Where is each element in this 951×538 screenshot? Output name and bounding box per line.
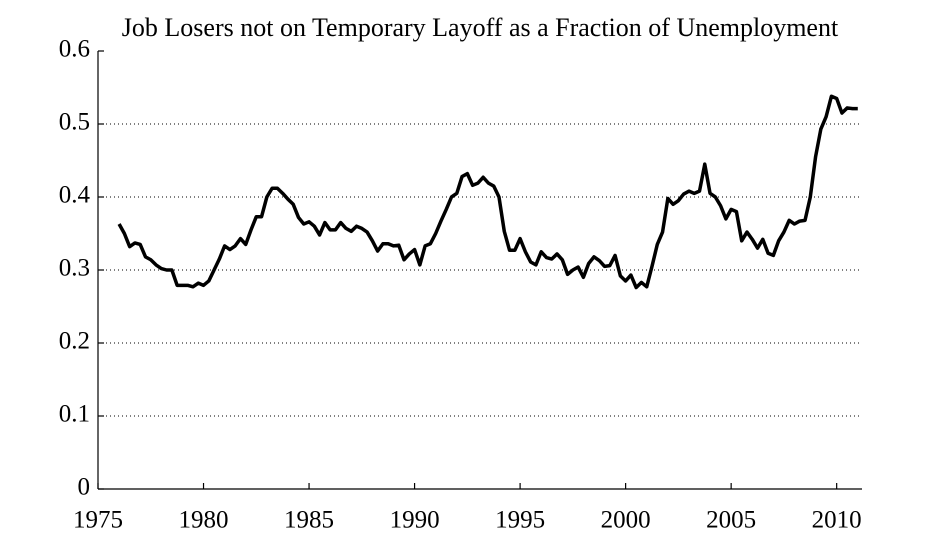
y-tick-label: 0.4 xyxy=(59,182,91,209)
y-tick-label: 0.5 xyxy=(59,109,90,136)
data-line xyxy=(117,94,858,290)
x-tick-label: 2010 xyxy=(812,507,862,534)
y-tick-label: 0.3 xyxy=(59,255,90,282)
y-tick-label: 0.6 xyxy=(59,36,90,63)
x-tick-label: 1985 xyxy=(284,507,334,534)
y-tick-label: 0.1 xyxy=(59,401,90,428)
x-tick-label: 1990 xyxy=(390,507,440,534)
x-tick-label: 1995 xyxy=(495,507,545,534)
x-tick-label: 1975 xyxy=(73,507,123,534)
y-tick-label: 0.2 xyxy=(59,328,90,355)
x-tick-label: 1980 xyxy=(179,507,229,534)
x-tick-label: 2000 xyxy=(601,507,651,534)
y-tick-label: 0 xyxy=(78,474,91,501)
x-tick-label: 2005 xyxy=(706,507,756,534)
chart-title: Job Losers not on Temporary Layoff as a … xyxy=(122,13,839,42)
